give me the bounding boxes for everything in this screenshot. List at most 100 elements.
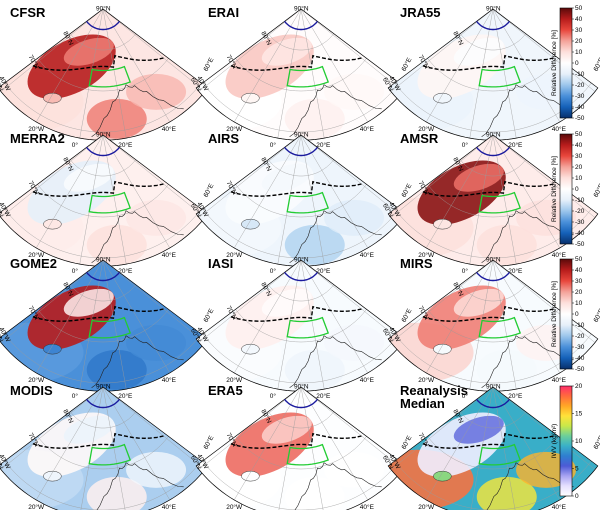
study-region-box	[88, 191, 132, 214]
map-panel: 90°N80°N70°N60°N40°W20°W0° 20°E40°E60°EME…	[0, 130, 216, 275]
meridian	[301, 260, 404, 343]
meridian	[102, 9, 127, 139]
lon-label: 0°	[72, 267, 79, 275]
pole-circle	[476, 146, 510, 157]
meridian	[493, 387, 560, 501]
colorbar-tick: 0	[575, 60, 579, 67]
colorbar-label: Relative Difference [%]	[551, 30, 558, 96]
meridian	[103, 135, 206, 218]
sea-ice-edge-line	[422, 305, 554, 322]
map-field	[0, 9, 208, 141]
panel-title: IASI	[208, 256, 233, 271]
study-region-box	[286, 191, 330, 214]
meridian	[492, 135, 517, 265]
lon-label: 40°E	[162, 125, 177, 133]
meridian	[492, 387, 517, 510]
meridian	[36, 9, 103, 123]
lon-label: 60°E	[592, 56, 600, 73]
panel-title: MODIS	[10, 383, 53, 398]
colorbar-tick: -30	[575, 93, 585, 100]
map-panel: 90°N80°N70°N60°N40°W20°W0°20°E40°E60°EMO…	[0, 382, 216, 510]
coastline	[289, 462, 382, 510]
meridian	[36, 387, 103, 501]
meridian	[102, 135, 127, 265]
parallel	[427, 184, 559, 218]
coastline	[91, 335, 184, 389]
meridian	[301, 387, 368, 501]
panel-title: AMSR	[400, 131, 439, 146]
colorbar: 50 40 30 20 10 0 -10 -20 -30 -40 -50 Relative Diffe…	[551, 131, 585, 248]
map-field	[196, 387, 406, 510]
lon-label: 40°E	[162, 251, 177, 259]
meridian	[301, 260, 368, 374]
parallel	[427, 436, 559, 470]
lon-label: 20°E	[508, 141, 523, 149]
lon-label: 0°	[72, 141, 79, 149]
parallel	[70, 411, 136, 429]
pole-circle	[476, 271, 510, 282]
colorbar-label: Relative Difference [%]	[551, 156, 558, 222]
lat-label-60n: 60°N	[0, 327, 5, 344]
colorbar-tick: 40	[575, 267, 583, 274]
meridian	[103, 9, 206, 92]
lon-label: 60°E	[202, 56, 216, 73]
lon-label: 40°E	[552, 251, 567, 259]
meridian	[198, 260, 301, 343]
lon-label: 40°E	[360, 125, 375, 133]
lon-label: 40°E	[360, 251, 375, 259]
study-region-box	[88, 316, 132, 339]
parallel	[37, 58, 169, 92]
panel-title: CFSR	[10, 5, 46, 20]
colorbar-ramp	[559, 133, 573, 245]
parallel	[202, 460, 400, 510]
lon-label: 0°	[462, 392, 469, 400]
lon-label: 20°E	[316, 141, 331, 149]
parallel	[70, 33, 136, 51]
meridian	[0, 387, 103, 470]
lon-label: 20°E	[118, 392, 133, 400]
meridian	[102, 387, 127, 510]
meridian	[300, 9, 325, 139]
parallel	[70, 284, 136, 302]
lon-label: 20°W	[418, 125, 435, 133]
colorbar-tick: -30	[575, 219, 585, 226]
parallel	[460, 159, 526, 177]
parallel	[235, 309, 367, 343]
colorbar-tick: -10	[575, 71, 585, 78]
colorbar-tick: -50	[575, 366, 585, 373]
meridian	[234, 135, 301, 249]
colorbar-tick: 50	[575, 131, 583, 138]
meridian	[426, 9, 493, 123]
parallel	[235, 58, 367, 92]
lon-label: 40°E	[552, 503, 567, 510]
lon-label: 20°W	[28, 125, 45, 133]
coastline	[481, 84, 574, 138]
lon-label: 20°W	[418, 251, 435, 259]
parallel	[37, 309, 169, 343]
colorbar-tick: 50	[575, 256, 583, 263]
sea-ice-edge-line	[422, 180, 554, 197]
meridian	[0, 260, 103, 343]
meridian	[103, 9, 170, 123]
meridian	[426, 135, 493, 249]
lat-label-60n: 60°N	[0, 76, 5, 93]
sea-ice-edge-line	[32, 54, 164, 71]
sea-ice-edge-line	[32, 305, 164, 322]
lon-label: 60°E	[202, 182, 216, 199]
lon-label: 20°W	[28, 503, 45, 510]
parallel	[268, 33, 334, 51]
study-region-box	[478, 191, 522, 214]
lon-label: 20°W	[28, 376, 45, 384]
lat-label-90n: 90°N	[294, 130, 309, 138]
parallel	[460, 284, 526, 302]
colorbar-tick: 20	[575, 289, 583, 296]
meridian	[103, 260, 170, 374]
pole-circle	[476, 20, 510, 31]
parallel	[427, 309, 559, 343]
colorbar-tick: -50	[575, 241, 585, 248]
panel-title: ERAI	[208, 5, 239, 20]
colorbar-tick: 50	[575, 5, 583, 12]
parallel	[268, 159, 334, 177]
parallel	[70, 159, 136, 177]
